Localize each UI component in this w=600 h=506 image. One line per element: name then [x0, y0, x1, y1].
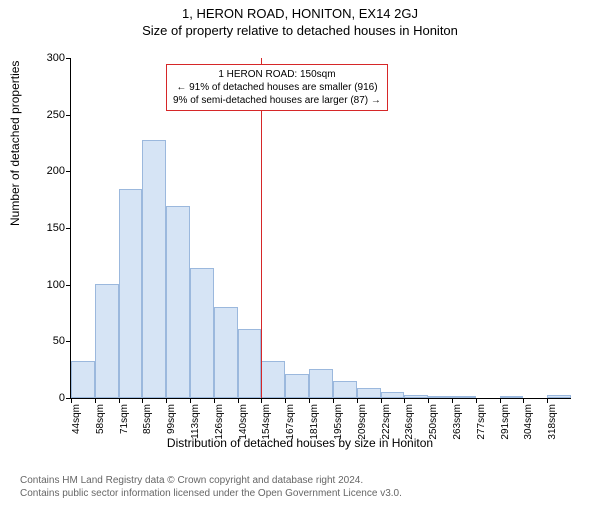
x-tick-mark [357, 398, 358, 403]
y-tick-label: 100 [25, 279, 71, 291]
y-tick-label: 50 [25, 335, 71, 347]
x-tick-mark [404, 398, 405, 403]
title-main: 1, HERON ROAD, HONITON, EX14 2GJ [0, 6, 600, 21]
histogram-bar [285, 374, 309, 398]
annotation-line2: ← 91% of detached houses are smaller (91… [173, 81, 381, 94]
y-tick-mark [66, 285, 71, 286]
footer-text: Contains HM Land Registry data © Crown c… [20, 474, 402, 500]
histogram-bar [428, 396, 452, 398]
x-tick-mark [214, 398, 215, 403]
annotation-line1: 1 HERON ROAD: 150sqm [173, 68, 381, 81]
histogram-bar [333, 381, 357, 398]
x-tick-mark [285, 398, 286, 403]
histogram-bar [547, 395, 571, 398]
x-tick-mark [333, 398, 334, 403]
histogram-bar [452, 396, 476, 398]
x-tick-mark [500, 398, 501, 403]
histogram-bar [95, 284, 119, 398]
x-tick-label: 318sqm [547, 404, 558, 440]
x-tick-label: 154sqm [261, 404, 272, 440]
histogram-bar [500, 396, 524, 398]
histogram-bar [119, 189, 143, 398]
x-tick-label: 209sqm [357, 404, 368, 440]
x-tick-mark [119, 398, 120, 403]
x-tick-label: 277sqm [476, 404, 487, 440]
annotation-line3: 9% of semi-detached houses are larger (8… [173, 94, 381, 107]
x-tick-label: 167sqm [285, 404, 296, 440]
y-tick-mark [66, 58, 71, 59]
y-tick-mark [66, 115, 71, 116]
x-tick-mark [190, 398, 191, 403]
histogram-bar [357, 388, 381, 398]
x-tick-mark [309, 398, 310, 403]
x-tick-mark [71, 398, 72, 403]
x-tick-label: 71sqm [119, 404, 130, 434]
x-tick-label: 263sqm [452, 404, 463, 440]
x-tick-mark [238, 398, 239, 403]
x-tick-label: 195sqm [333, 404, 344, 440]
y-tick-label: 0 [25, 392, 71, 404]
x-tick-mark [476, 398, 477, 403]
x-tick-mark [452, 398, 453, 403]
x-axis-label: Distribution of detached houses by size … [0, 436, 600, 450]
histogram-bar [381, 392, 405, 398]
histogram-bar [142, 140, 166, 398]
x-tick-label: 181sqm [309, 404, 320, 440]
x-tick-mark [261, 398, 262, 403]
histogram-bar [214, 307, 238, 398]
y-tick-label: 150 [25, 222, 71, 234]
x-tick-label: 222sqm [381, 404, 392, 440]
title-sub: Size of property relative to detached ho… [0, 23, 600, 38]
x-tick-label: 113sqm [190, 404, 201, 439]
footer-line2: Contains public sector information licen… [20, 487, 402, 500]
histogram-bar [404, 395, 428, 398]
histogram-bar [261, 361, 285, 398]
y-tick-mark [66, 228, 71, 229]
x-tick-mark [547, 398, 548, 403]
x-tick-label: 99sqm [166, 404, 177, 434]
x-tick-mark [428, 398, 429, 403]
x-tick-label: 126sqm [214, 404, 225, 440]
chart-plot-area: 05010015020025030044sqm58sqm71sqm85sqm99… [70, 58, 571, 399]
x-tick-label: 44sqm [71, 404, 82, 434]
x-tick-label: 236sqm [404, 404, 415, 440]
x-tick-mark [381, 398, 382, 403]
histogram-bar [190, 268, 214, 398]
y-tick-mark [66, 341, 71, 342]
x-tick-label: 291sqm [500, 404, 511, 440]
x-tick-mark [523, 398, 524, 403]
y-tick-label: 250 [25, 109, 71, 121]
y-axis-label: Number of detached properties [8, 61, 22, 226]
x-tick-label: 140sqm [238, 404, 249, 440]
y-tick-label: 300 [25, 52, 71, 64]
footer-line1: Contains HM Land Registry data © Crown c… [20, 474, 402, 487]
histogram-bar [238, 329, 262, 398]
x-tick-mark [95, 398, 96, 403]
histogram-bar [71, 361, 95, 398]
x-tick-label: 304sqm [523, 404, 534, 440]
x-tick-mark [142, 398, 143, 403]
y-tick-label: 200 [25, 165, 71, 177]
x-tick-mark [166, 398, 167, 403]
x-tick-label: 250sqm [428, 404, 439, 440]
x-tick-label: 85sqm [142, 404, 153, 434]
histogram-bar [309, 369, 333, 398]
annotation-box: 1 HERON ROAD: 150sqm← 91% of detached ho… [166, 64, 388, 111]
histogram-bar [166, 206, 190, 398]
y-tick-mark [66, 171, 71, 172]
x-tick-label: 58sqm [95, 404, 106, 434]
